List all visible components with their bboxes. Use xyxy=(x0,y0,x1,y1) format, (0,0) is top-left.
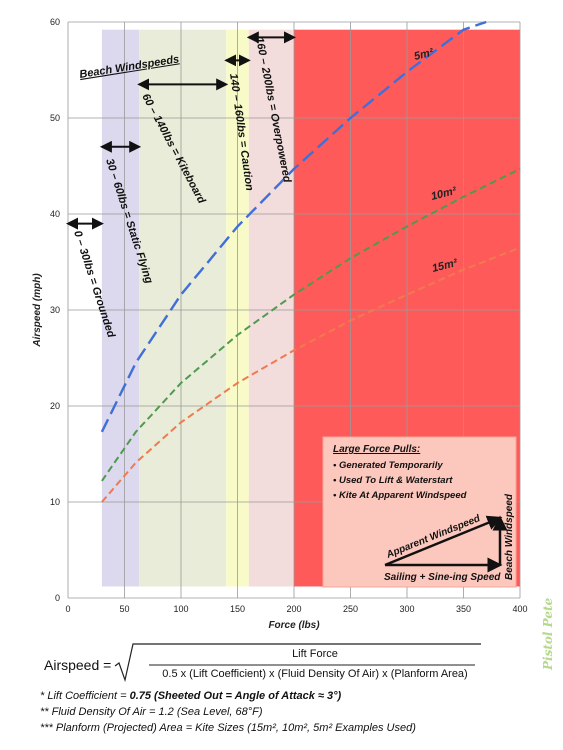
series-line-0 xyxy=(100,20,487,433)
info-box-item-2: • Kite At Apparent Windspeed xyxy=(333,490,467,501)
x-tick-label-250: 250 xyxy=(343,604,358,614)
y-tick-label-30: 30 xyxy=(50,305,60,315)
y-tick-label-60: 60 xyxy=(50,17,60,27)
formula-numerator: Lift Force xyxy=(292,648,338,660)
y-tick-label-10: 10 xyxy=(50,497,60,507)
sqrt-symbol xyxy=(114,643,481,683)
info-box-background xyxy=(322,436,517,588)
apparent-vector xyxy=(384,515,503,567)
info-box-title: Large Force Pulls: xyxy=(333,444,420,455)
watermark-signature: Pistol Pete xyxy=(541,597,555,670)
info-box-item-0: • Generated Temporarily xyxy=(333,460,443,471)
x-tick-label-350: 350 xyxy=(456,604,471,614)
zone-band-4 xyxy=(248,29,294,587)
info-box-item-1: • Used To Lift & Waterstart xyxy=(333,475,453,486)
series-lines xyxy=(100,20,521,503)
formula-lhs: Airspeed = xyxy=(44,657,112,673)
y-tick-label-40: 40 xyxy=(50,209,60,219)
footnote-fluid-density: ** Fluid Density Of Air = 1.2 (Sea Level… xyxy=(40,706,263,718)
footnote-1-prefix: * Lift Coefficient = xyxy=(40,690,130,702)
footnote-lift-coefficient: * Lift Coefficient = 0.75 (Sheeted Out =… xyxy=(40,690,341,702)
sailing-speed-label: Sailing + Sine-ing Speed xyxy=(384,572,501,583)
x-tick-label-50: 50 xyxy=(119,604,129,614)
formula-denominator: 0.5 x (Lift Coefficient) x (Fluid Densit… xyxy=(162,668,468,680)
x-tick-label-0: 0 xyxy=(65,604,70,614)
zone-band-2 xyxy=(139,29,227,587)
y-tick-label-20: 20 xyxy=(50,401,60,411)
y-axis-label: Airspeed (mph) xyxy=(32,273,43,348)
large-force-box: Large Force Pulls: • Generated Temporaril… xyxy=(322,436,517,588)
beach-windspeed-label: Beach Windspeed xyxy=(504,493,515,580)
x-tick-label-300: 300 xyxy=(399,604,414,614)
series-label-0: 5m² xyxy=(413,46,435,62)
x-tick-label-400: 400 xyxy=(512,604,527,614)
y-tick-label-0: 0 xyxy=(55,593,60,603)
y-tick-label-50: 50 xyxy=(50,113,60,123)
series-line-1 xyxy=(101,168,521,482)
x-tick-label-150: 150 xyxy=(230,604,245,614)
series-line-2 xyxy=(101,246,521,503)
x-tick-label-100: 100 xyxy=(173,604,188,614)
footnote-planform-area: *** Planform (Projected) Area = Kite Siz… xyxy=(40,722,416,734)
x-tick-label-200: 200 xyxy=(286,604,301,614)
axis-ticks: 0 50 100 150 200 250 300 350 400 0 10 20 30 40 50 60 xyxy=(50,17,528,614)
x-axis-label: Force (lbs) xyxy=(268,620,320,631)
zone-band-1 xyxy=(101,29,140,587)
footnote-1-value: 0.75 (Sheeted Out = Angle of Attack ≈ 3°… xyxy=(129,690,342,702)
